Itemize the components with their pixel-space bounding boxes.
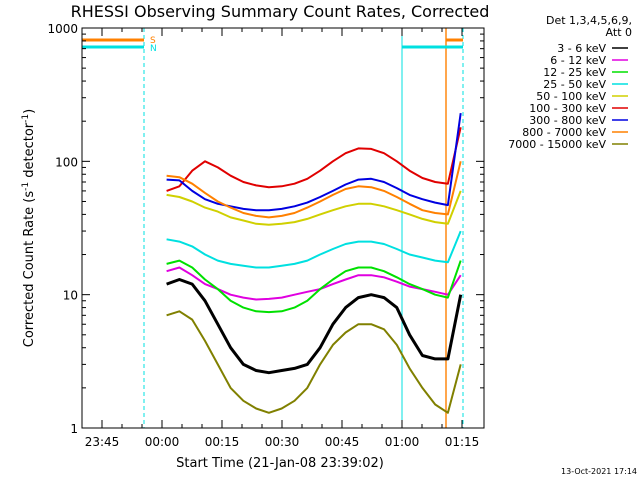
- series-line: [166, 127, 462, 192]
- chart-title: RHESSI Observing Summary Count Rates, Co…: [71, 2, 490, 21]
- x-axis-label: Start Time (21-Jan-08 23:39:02): [176, 456, 384, 471]
- series-line: [166, 190, 462, 226]
- y-axis-label-main: Corrected Count Rate (s: [22, 191, 37, 348]
- legend-header: Det 1,3,4,5,6,9,: [546, 14, 632, 27]
- x-tick-label: 00:15: [205, 435, 240, 449]
- legend-label: 50 - 100 keV: [536, 90, 606, 103]
- y-axis-label-end: ): [22, 109, 37, 114]
- legend-label: 300 - 800 keV: [529, 114, 606, 127]
- y-axis-label-mid: detector: [22, 122, 37, 182]
- legend-label: 6 - 12 keV: [550, 54, 606, 67]
- x-tick-label: 00:00: [145, 435, 180, 449]
- legend-label: 25 - 50 keV: [543, 78, 606, 91]
- series-layer: [166, 112, 463, 414]
- series-line: [166, 112, 462, 212]
- y-tick-label: 1: [70, 422, 78, 436]
- series-line: [166, 161, 462, 219]
- night-flag-label: N: [150, 44, 157, 54]
- x-tick-label: 01:00: [385, 435, 420, 449]
- y-tick-label: 10: [63, 289, 78, 303]
- x-tick-label: 00:45: [325, 435, 360, 449]
- legend-label: 800 - 7000 keV: [522, 126, 606, 139]
- y-axis-label: Corrected Count Rate (s-1 detector-1): [21, 109, 37, 347]
- saa-flag-label: S: [150, 36, 156, 46]
- y-axis-label-sup: -1: [21, 114, 31, 123]
- legend-label: 3 - 6 keV: [557, 42, 606, 55]
- x-tick-label: 01:15: [445, 435, 480, 449]
- series-line: [166, 278, 463, 375]
- legend-label: 100 - 300 keV: [529, 102, 606, 115]
- series-line: [166, 230, 462, 269]
- plot-frame: [81, 27, 485, 429]
- series-line: [166, 310, 462, 414]
- footer-date: 13-Oct-2021 17:14: [561, 467, 637, 476]
- x-tick-label: 23:45: [85, 435, 120, 449]
- x-tick-label: 00:30: [265, 435, 300, 449]
- y-tick-label: 100: [55, 155, 78, 169]
- legend-label: 12 - 25 keV: [543, 66, 606, 79]
- y-axis-label-sup: -1: [21, 182, 31, 191]
- legend-label: 7000 - 15000 keV: [508, 138, 606, 151]
- axis-ticks: 23:45 00:00 00:15 00:30 00:45 01:00 01:15 1 10 10…: [47, 22, 484, 449]
- y-tick-label: 1000: [47, 22, 78, 36]
- series-line: [166, 259, 462, 314]
- legend-header: Att 0: [606, 26, 632, 39]
